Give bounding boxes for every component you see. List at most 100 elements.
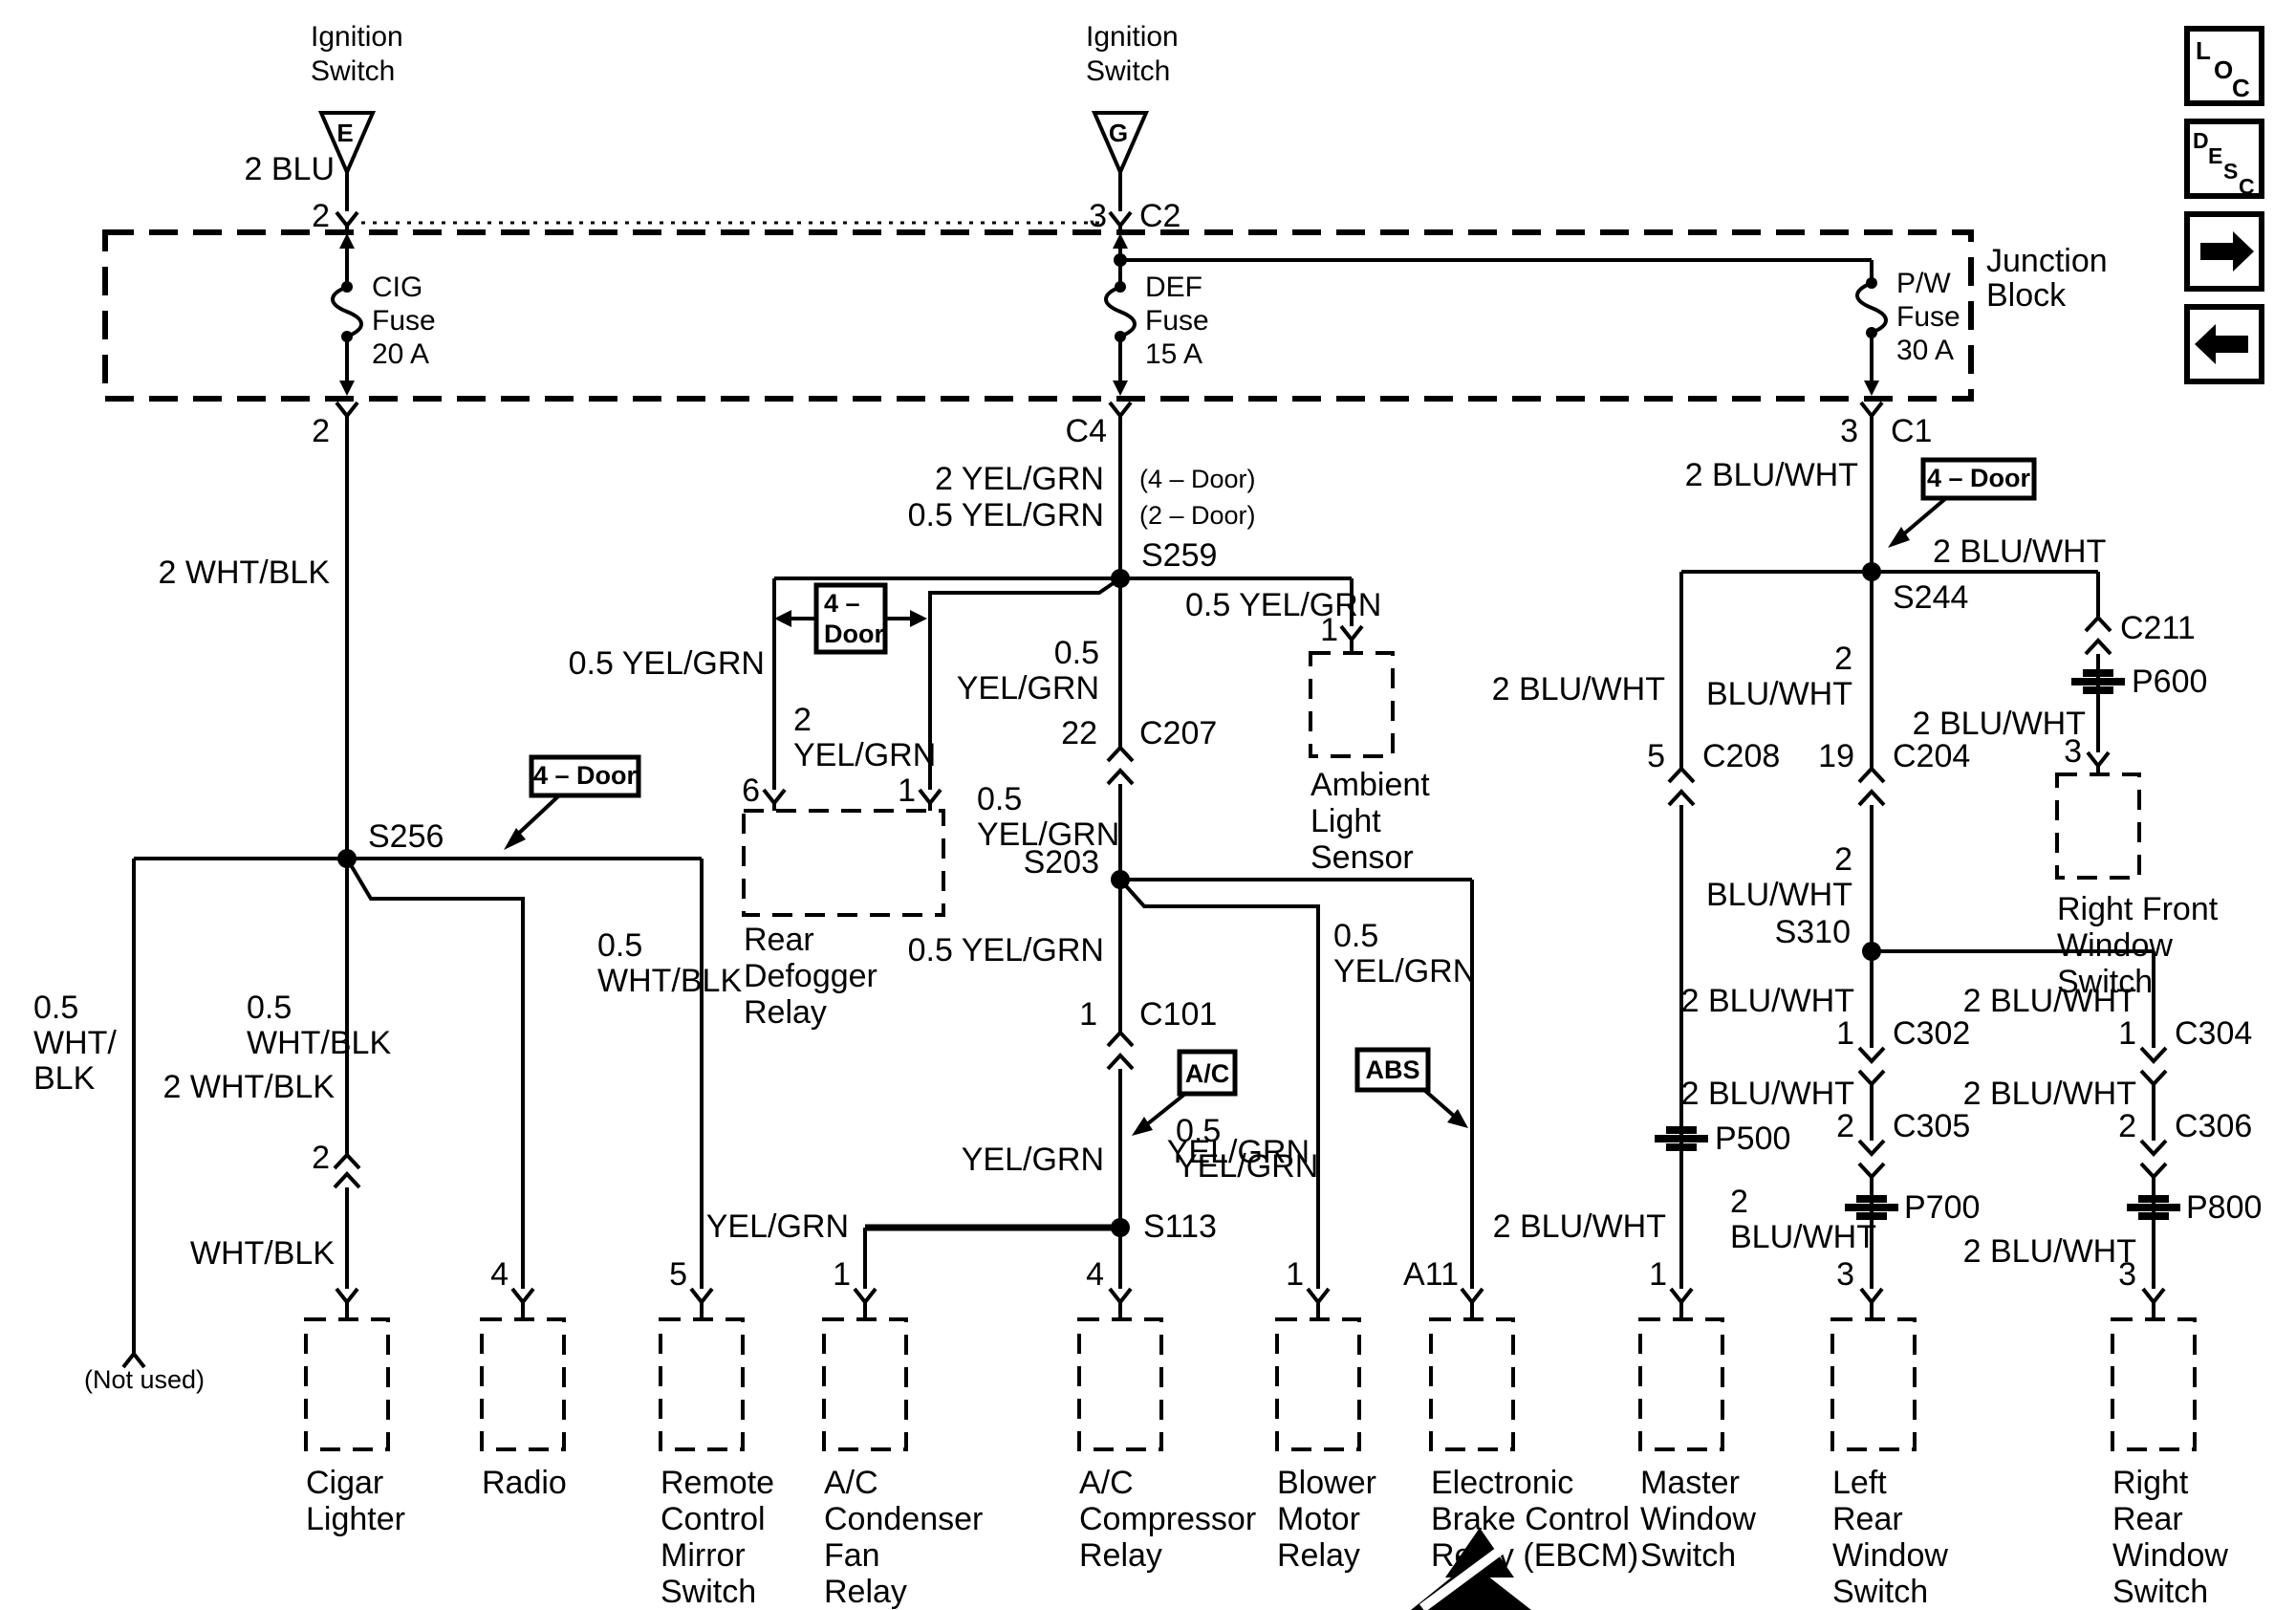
splice-label-s203: S203 [1024, 844, 1099, 881]
svg-text:Relay: Relay [824, 1574, 907, 1610]
pin-label-e-top: 2 [312, 198, 330, 234]
wire-label: 2 BLU/WHT [1963, 1076, 2136, 1112]
fuse-cig-name: CIG [372, 272, 422, 303]
splice-s113 [1111, 1218, 1130, 1237]
desc-letter: E [2208, 143, 2222, 168]
pin-label-rfront: 3 [2064, 733, 2082, 770]
wire-label: 0.5 [1054, 635, 1099, 671]
callout-4door-left-text: 4 – Door [533, 761, 638, 790]
wire-label: WHT/BLK [597, 963, 742, 999]
component-box-blower-motor-relay [1275, 1317, 1361, 1451]
ignition-g-title1: Ignition [1086, 21, 1179, 53]
callout-arrowhead-icon [504, 828, 526, 850]
fuse-pw: P/W Fuse 30 A [1855, 268, 1960, 396]
desc-letter: S [2223, 159, 2238, 184]
fuse-def-rating: 15 A [1145, 338, 1202, 370]
svg-text:Rear: Rear [744, 922, 814, 958]
wire-label: 2 BLU/WHT [1933, 533, 2106, 570]
pin-label-defog6: 6 [742, 772, 760, 809]
wire-label: 0.5 [1176, 1113, 1221, 1149]
conn-label-c305: C305 [1893, 1108, 1970, 1144]
svg-text:Blower: Blower [1277, 1465, 1376, 1501]
inline-conn-pin: 2 [312, 1140, 330, 1176]
conn-label-c101: C101 [1139, 996, 1217, 1033]
next-page-button[interactable] [2184, 211, 2264, 292]
ignition-switch-g: Ignition Switch G 3 C2 [1086, 21, 1180, 234]
svg-text:Window: Window [1640, 1501, 1756, 1537]
wire-label: BLU/WHT [1706, 676, 1852, 712]
wire-label: WHT/BLK [190, 1235, 335, 1272]
callout-text: Door [824, 620, 884, 648]
wire-label: 2 [1730, 1184, 1748, 1220]
fuse-cig: CIG Fuse 20 A [331, 233, 436, 396]
svg-text:Right: Right [2112, 1465, 2189, 1501]
fuse-pw-name: P/W [1896, 268, 1951, 299]
variant-note: (2 – Door) [1139, 501, 1256, 530]
pin-label-ambient: 1 [1320, 612, 1338, 648]
callout-text: 4 – Door [1927, 464, 2031, 492]
fuse-def-name: DEF [1145, 272, 1202, 303]
fuse-def: DEF Fuse 15 A [1104, 233, 1209, 396]
grommet-label-p800: P800 [2186, 1189, 2262, 1226]
wire-label: WHT/ [33, 1025, 117, 1061]
wire-label: YEL/GRN [1333, 953, 1476, 990]
component-box-rear-defogger-relay [742, 809, 945, 917]
wire-label: 0.5 [597, 927, 642, 964]
callout-4door-center: 4 – Door [774, 582, 927, 655]
svg-text:Light: Light [1310, 803, 1381, 839]
svg-text:Window: Window [2057, 927, 2173, 964]
splice-s259 [1111, 569, 1130, 588]
wire-label: 0.5 [1333, 918, 1378, 954]
svg-text:Relay: Relay [744, 994, 827, 1031]
wire-label: 2 YEL/GRN [935, 461, 1104, 497]
arrow-up-icon [1113, 233, 1128, 249]
desc-letter: C [2239, 174, 2255, 199]
pin-label-compressor: 4 [1086, 1256, 1104, 1293]
pin-label-condenser: 1 [833, 1256, 851, 1293]
svg-text:Fan: Fan [824, 1537, 880, 1574]
component-box-master-window-switch [1638, 1317, 1724, 1451]
svg-text:Motor: Motor [1277, 1501, 1360, 1537]
splice-branch-dot [1114, 253, 1127, 267]
svg-text:Compressor: Compressor [1079, 1501, 1256, 1537]
pin-label-ebcm: A11 [1403, 1256, 1459, 1293]
ignition-switch-e: Ignition Switch E 2 BLU 2 [245, 21, 403, 234]
grommet-label-p700: P700 [1904, 1189, 1980, 1226]
wire-label-2blu: 2 BLU [245, 151, 336, 187]
esd-sensitive-icon [1411, 1528, 1531, 1610]
component-box-cigar-lighter [304, 1317, 390, 1451]
svg-text:Switch: Switch [1832, 1574, 1928, 1610]
loc-button[interactable]: L O C [2184, 26, 2264, 106]
wire-label: 2 BLU/WHT [1963, 983, 2136, 1019]
desc-button[interactable]: D E S C [2184, 119, 2264, 199]
conn-pin-c305: 2 [1836, 1108, 1854, 1144]
svg-text:Switch: Switch [1640, 1537, 1736, 1574]
grommet-p700-icon [1845, 1195, 1898, 1220]
wire-label: 0.5 [247, 990, 292, 1026]
conn-label-c304: C304 [2175, 1015, 2252, 1052]
svg-text:Control: Control [661, 1501, 766, 1537]
fuse-cig-word: Fuse [372, 305, 436, 337]
prev-page-button[interactable] [2184, 304, 2264, 384]
component-box-right-rear-window-switch [2111, 1317, 2197, 1451]
conn-label-c4: C4 [1066, 413, 1107, 449]
wire-label: YEL/GRN [793, 737, 936, 773]
junction-block-label: Junction [1986, 243, 2108, 279]
svg-text:Master: Master [1640, 1465, 1740, 1501]
wire-label: BLU/WHT [1730, 1219, 1876, 1255]
svg-text:Rear: Rear [2112, 1501, 2183, 1537]
conn-pin-c304: 1 [2118, 1015, 2136, 1052]
arrow-down-icon [1113, 381, 1128, 396]
conn-label-c208: C208 [1702, 738, 1780, 774]
wire-label: 0.5 YEL/GRN [908, 932, 1104, 968]
wire-label: 2 BLU/WHT [1685, 457, 1858, 493]
pin-label-master: 1 [1649, 1256, 1667, 1293]
conn-label-c1: C1 [1891, 413, 1932, 449]
callout-arrowhead-icon [1132, 1117, 1153, 1136]
pin-connectors [121, 210, 2166, 1369]
loc-letter: L [2196, 36, 2211, 65]
svg-text:Switch: Switch [2112, 1574, 2208, 1610]
splice-s203 [1111, 870, 1130, 889]
callout-ac-text: A/C [1185, 1059, 1230, 1088]
wire-label: 0.5 [977, 781, 1022, 817]
